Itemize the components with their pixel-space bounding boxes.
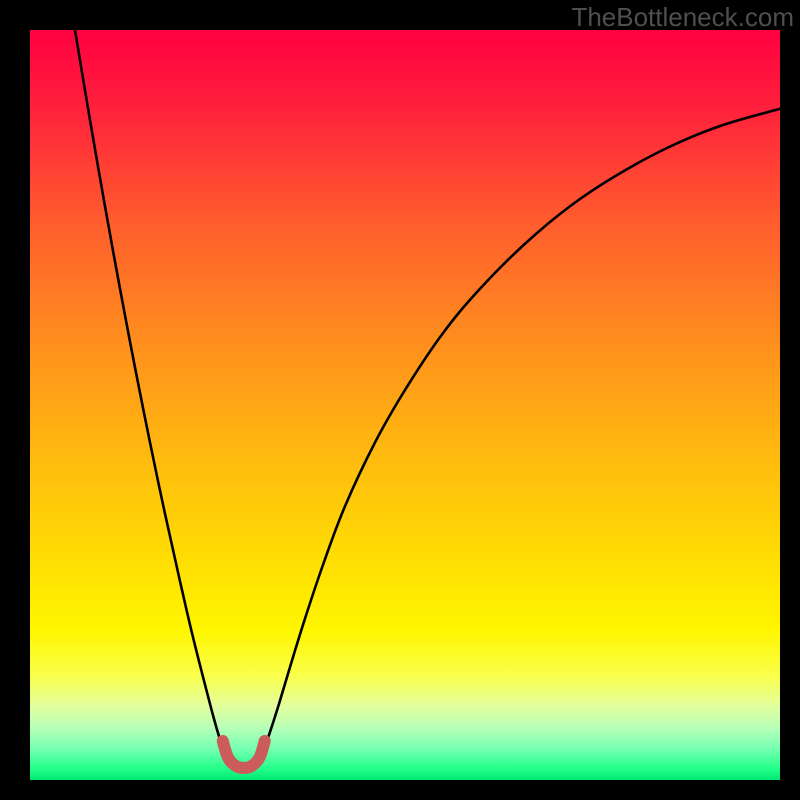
plot-svg — [30, 30, 780, 780]
chart-stage: TheBottleneck.com — [0, 0, 800, 800]
frame-bottom — [0, 780, 800, 800]
plot-area — [30, 30, 780, 780]
watermark-text: TheBottleneck.com — [571, 2, 794, 33]
frame-left — [0, 0, 30, 800]
frame-right — [780, 0, 800, 800]
